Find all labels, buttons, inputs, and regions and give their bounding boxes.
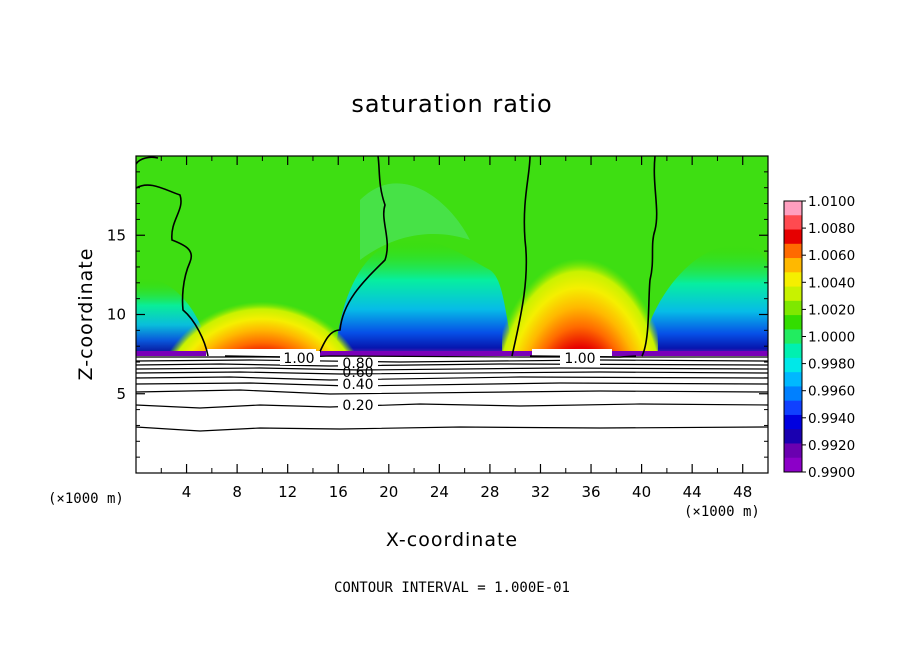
colorbar-swatch bbox=[784, 343, 802, 359]
colorbar-swatch bbox=[784, 315, 802, 330]
colorbar-label: 1.0020 bbox=[808, 302, 855, 318]
colorbar-swatch bbox=[784, 386, 802, 402]
contour-label: 0.20 bbox=[342, 398, 373, 414]
x-tick-label: 24 bbox=[430, 483, 449, 501]
x-tick-label: 4 bbox=[182, 483, 192, 501]
colorbar-swatch bbox=[784, 414, 802, 430]
colorbar-swatch bbox=[784, 201, 802, 216]
x-tick-label: 36 bbox=[581, 483, 600, 501]
chart-title: saturation ratio bbox=[351, 90, 552, 118]
colorbar-swatch bbox=[784, 272, 802, 288]
contour-label: 0.80 bbox=[342, 356, 373, 372]
contour-label: 1.00 bbox=[283, 351, 314, 367]
contour-interval-note: CONTOUR INTERVAL = 1.000E-01 bbox=[334, 580, 570, 596]
x-tick-label: 20 bbox=[379, 483, 398, 501]
x-axis: 4 8 12 16 20 24 28 32 36 40 44 48 bbox=[160, 156, 752, 501]
colorbar-label: 0.9980 bbox=[808, 357, 855, 373]
colorbar-swatch bbox=[784, 372, 802, 387]
y-tick-label: 5 bbox=[116, 385, 126, 403]
colorbar-label: 1.0060 bbox=[808, 248, 855, 264]
x-tick-label: 28 bbox=[480, 483, 499, 501]
x-tick-label: 16 bbox=[329, 483, 348, 501]
colorbar-swatch bbox=[784, 243, 802, 259]
colorbar-label: 0.9940 bbox=[808, 411, 855, 427]
colorbar-swatch bbox=[784, 400, 802, 416]
x-tick-label: 44 bbox=[683, 483, 702, 501]
y-axis-title: Z-coordinate bbox=[75, 248, 97, 381]
x-unit-label-left: (×1000 m) bbox=[48, 491, 124, 507]
colorbar-swatch bbox=[784, 286, 802, 302]
x-tick-label: 8 bbox=[232, 483, 242, 501]
x-axis-title: X-coordinate bbox=[386, 529, 518, 551]
y-tick-label: 10 bbox=[107, 306, 126, 324]
colorbar-label: 1.0100 bbox=[808, 194, 855, 210]
colorbar-swatch bbox=[784, 457, 802, 473]
y-axis: 5 10 15 bbox=[107, 171, 768, 458]
base-white-gap-left bbox=[206, 349, 316, 357]
colorbar-label: 0.9900 bbox=[808, 465, 855, 481]
x-tick-label: 32 bbox=[531, 483, 550, 501]
colorbar-swatch bbox=[784, 329, 802, 345]
x-unit-label-right: (×1000 m) bbox=[684, 504, 760, 520]
colorbar-swatch bbox=[784, 300, 802, 316]
colorbar-label: 0.9920 bbox=[808, 438, 855, 454]
colorbar-label: 1.0000 bbox=[808, 330, 855, 346]
x-tick-label: 12 bbox=[278, 483, 297, 501]
contour-label: 1.00 bbox=[564, 351, 595, 367]
colorbar: 1.0100 1.0080 1.0060 1.0040 1.0020 1.0000 0.99… bbox=[783, 194, 855, 481]
contour-label: 0.40 bbox=[342, 377, 373, 393]
field-cyan-right bbox=[640, 244, 768, 356]
colorbar-label: 1.0040 bbox=[808, 275, 855, 291]
contour-labels: 1.00 1.00 0.80 0.60 0.40 0.20 bbox=[280, 351, 600, 414]
colorbar-swatch bbox=[784, 429, 802, 444]
lower-white-region bbox=[136, 356, 768, 473]
x-tick-label: 48 bbox=[733, 483, 752, 501]
colorbar-swatch bbox=[784, 443, 802, 459]
base-purple-strip bbox=[136, 351, 768, 356]
colorbar-swatch bbox=[784, 258, 802, 273]
colorbar-label: 1.0080 bbox=[808, 221, 855, 237]
field-cyan-mid bbox=[335, 239, 515, 356]
colorbar-swatch bbox=[784, 357, 802, 373]
x-tick-label: 40 bbox=[632, 483, 651, 501]
colorbar-swatch bbox=[784, 229, 802, 245]
plot-area bbox=[136, 156, 768, 473]
colorbar-label: 0.9960 bbox=[808, 384, 855, 400]
y-tick-label: 15 bbox=[107, 226, 126, 244]
colorbar-swatch bbox=[784, 215, 802, 231]
